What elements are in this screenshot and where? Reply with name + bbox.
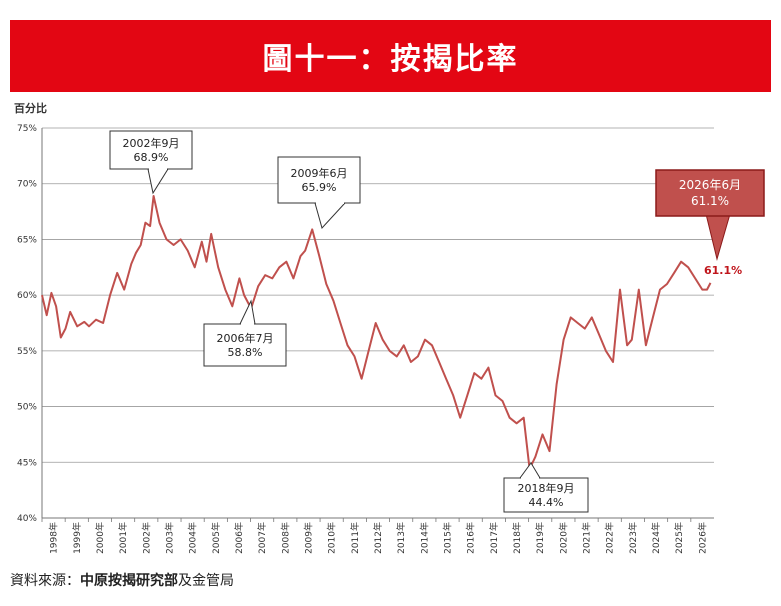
latest-callout-date: 2026年6月 — [679, 178, 741, 192]
source-bold: 中原按揭研究部 — [80, 573, 178, 589]
x-tick-label: 2010年 — [326, 522, 338, 554]
x-tick-label: 2017年 — [488, 522, 500, 554]
source-note: 資料來源：中原按揭研究部及金管局 — [10, 570, 234, 590]
x-tick-label: 2008年 — [279, 522, 291, 554]
callout-tail — [519, 462, 541, 479]
source-suffix: 及金管局 — [178, 573, 234, 589]
source-prefix: 資料來源： — [10, 573, 80, 589]
x-tick-label: 2019年 — [534, 522, 546, 554]
y-tick-label: 55% — [17, 347, 37, 357]
x-tick-label: 2018年 — [511, 522, 523, 554]
x-tick-label: 2015年 — [442, 522, 454, 554]
chart-title: 圖十一：按揭比率 — [262, 42, 519, 77]
x-tick-label: 2012年 — [372, 522, 384, 554]
x-tick-label: 1998年 — [48, 522, 60, 554]
x-tick-label: 2009年 — [302, 522, 314, 554]
y-tick-label: 60% — [17, 291, 37, 301]
x-tick-label: 1999年 — [71, 522, 83, 554]
x-tick-label: 2020年 — [557, 522, 569, 554]
y-tick-label: 75% — [17, 124, 37, 134]
x-tick-label: 2001年 — [117, 522, 129, 554]
callout-box — [277, 156, 361, 204]
callout-date: 2002年9月 — [123, 136, 180, 150]
x-tick-label: 2002年 — [140, 522, 152, 554]
callout-value: 58.8% — [228, 346, 263, 359]
y-axis-label: 百分比 — [14, 101, 47, 115]
x-tick-label: 2013年 — [395, 522, 407, 554]
x-tick-label: 2022年 — [604, 522, 616, 554]
x-tick-label: 2004年 — [187, 522, 199, 554]
y-tick-label: 50% — [17, 403, 37, 413]
title-banner: 圖十一：按揭比率 — [10, 20, 771, 92]
end-value-label: 61.1% — [704, 264, 742, 277]
y-tick-label: 70% — [17, 180, 37, 190]
latest-callout-tail — [705, 213, 731, 261]
x-tick-label: 2014年 — [418, 522, 430, 554]
callout-date: 2009年6月 — [291, 166, 348, 180]
mortgage-ratio-line — [41, 195, 712, 470]
callout-box — [203, 323, 287, 367]
x-tick-label: 2011年 — [349, 522, 361, 554]
callout-value: 44.4% — [529, 496, 564, 509]
y-tick-label: 65% — [17, 235, 37, 245]
x-tick-label: 2025年 — [673, 522, 685, 554]
callout-tail — [147, 168, 169, 195]
latest-callout-value: 61.1% — [691, 194, 729, 208]
callout-value: 65.9% — [302, 181, 337, 194]
x-tick-label: 2016年 — [465, 522, 477, 554]
x-tick-label: 2005年 — [210, 522, 222, 554]
y-tick-label: 40% — [17, 514, 37, 524]
latest-callout-box — [655, 169, 765, 217]
x-tick-label: 2026年 — [696, 522, 708, 554]
x-tick-label: 2003年 — [163, 522, 175, 554]
chart-area: 百分比 75% 70% 65% 60% 55% 50% 45% 40% 1998年 1999年 200… — [14, 101, 765, 554]
x-tick-label: 2024年 — [650, 522, 662, 554]
callout-tail — [314, 202, 347, 229]
callout-date: 2006年7月 — [217, 331, 274, 345]
callout-value: 68.9% — [134, 151, 169, 164]
callout-box — [109, 130, 193, 170]
x-tick-label: 2021年 — [581, 522, 593, 554]
callout-box — [503, 477, 589, 513]
callout-date: 2018年9月 — [518, 481, 575, 495]
x-tick-label: 2023年 — [627, 522, 639, 554]
y-tick-label: 45% — [17, 458, 37, 468]
x-tick-label: 2006年 — [233, 522, 245, 554]
x-tick-label: 2000年 — [94, 522, 106, 554]
x-tick-label: 2007年 — [256, 522, 268, 554]
